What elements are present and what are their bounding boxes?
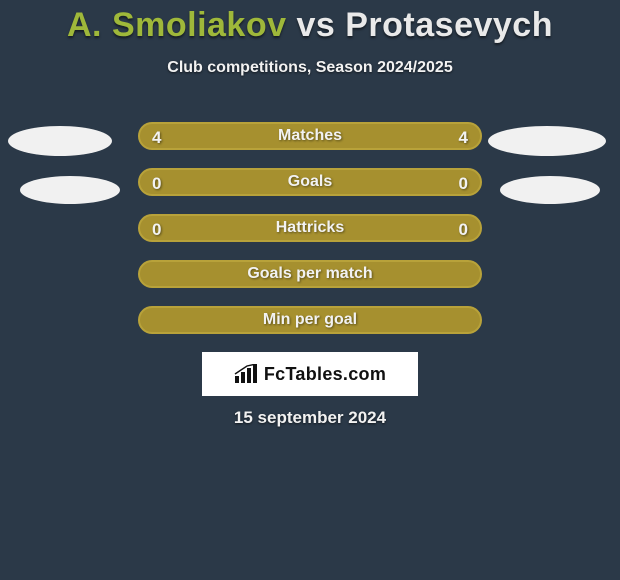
brand-label: FcTables.com: [264, 364, 386, 385]
stat-left-value: 4: [152, 124, 161, 152]
player2-photo-placeholder-2: [500, 176, 600, 204]
stat-label: Goals per match: [247, 265, 372, 283]
stat-bar: 4 Matches 4: [138, 122, 482, 150]
comparison-infographic: A. Smoliakov vs Protasevych Club competi…: [0, 0, 620, 580]
bar-chart-icon: [234, 364, 258, 384]
stat-label: Matches: [278, 127, 342, 145]
stats-bars: 4 Matches 4 0 Goals 0 0 Hattricks 0 Goals per mat…: [138, 122, 482, 352]
stat-right-value: 4: [459, 124, 468, 152]
title-vs: vs: [296, 6, 335, 44]
stat-right-value: 0: [459, 170, 468, 198]
player2-photo-placeholder: [488, 126, 606, 156]
stat-right-value: 0: [459, 216, 468, 244]
brand-box: FcTables.com: [202, 352, 418, 396]
stat-left-value: 0: [152, 216, 161, 244]
title-player2: Protasevych: [345, 6, 553, 44]
stat-label: Min per goal: [263, 311, 357, 329]
stat-bar: 0 Goals 0: [138, 168, 482, 196]
stat-bar: Goals per match: [138, 260, 482, 288]
stat-label: Goals: [288, 173, 332, 191]
title-player1: A. Smoliakov: [67, 6, 287, 44]
stat-left-value: 0: [152, 170, 161, 198]
subtitle: Club competitions, Season 2024/2025: [0, 59, 620, 77]
stat-label: Hattricks: [276, 219, 344, 237]
stat-bar: 0 Hattricks 0: [138, 214, 482, 242]
player1-photo-placeholder: [8, 126, 112, 156]
stat-bar: Min per goal: [138, 306, 482, 334]
player1-photo-placeholder-2: [20, 176, 120, 204]
date-label: 15 september 2024: [0, 408, 620, 428]
page-title: A. Smoliakov vs Protasevych: [0, 0, 620, 45]
